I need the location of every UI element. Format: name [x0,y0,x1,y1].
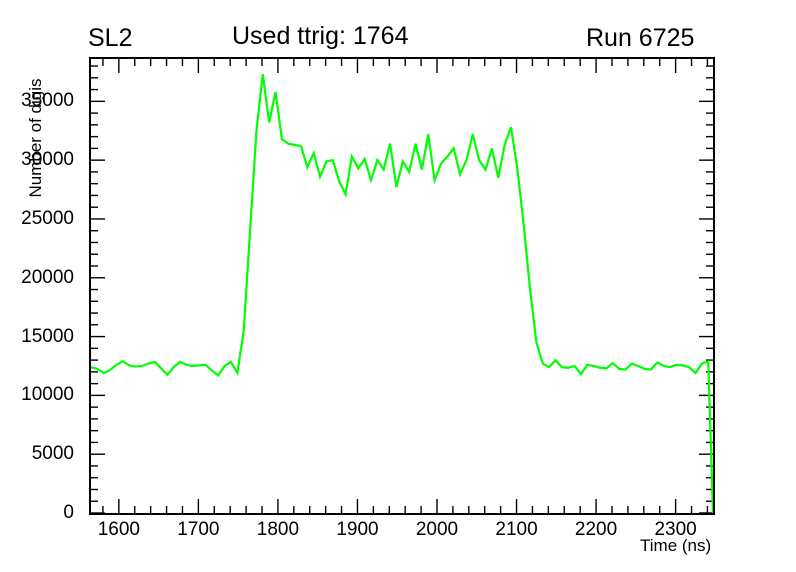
y-tick-label: 25000 [21,207,74,229]
plot-frame [89,57,715,515]
x-tick-label: 2300 [654,519,697,540]
pad-label: SL2 [88,24,133,52]
x-tick-label: 1800 [256,519,300,540]
x-tick-label: 1900 [336,519,379,540]
y-tick-label: 35000 [21,90,74,112]
x-tick-label: 1600 [97,519,140,540]
y-tick-label: 30000 [21,149,74,171]
y-tick-label: 10000 [21,384,74,406]
x-tick-label: 2000 [415,519,459,540]
y-tick-label: 20000 [21,266,74,288]
x-tick-label: 1700 [177,519,220,540]
y-tick-label: 15000 [21,325,74,347]
x-tick-label: 2100 [495,519,538,540]
y-tick-label: 5000 [31,443,74,465]
x-axis-label: Time (ns) [640,536,712,555]
x-tick-label: 2200 [574,519,618,540]
y-tick-label: 0 [63,502,74,523]
chart-title: Used ttrig: 1764 [232,22,409,50]
axis-ticks [91,59,713,513]
data-series-line [91,74,713,513]
y-axis-label: Number of digis [26,78,45,198]
run-label: Run 6725 [586,24,695,52]
plot-canvas [91,59,713,513]
